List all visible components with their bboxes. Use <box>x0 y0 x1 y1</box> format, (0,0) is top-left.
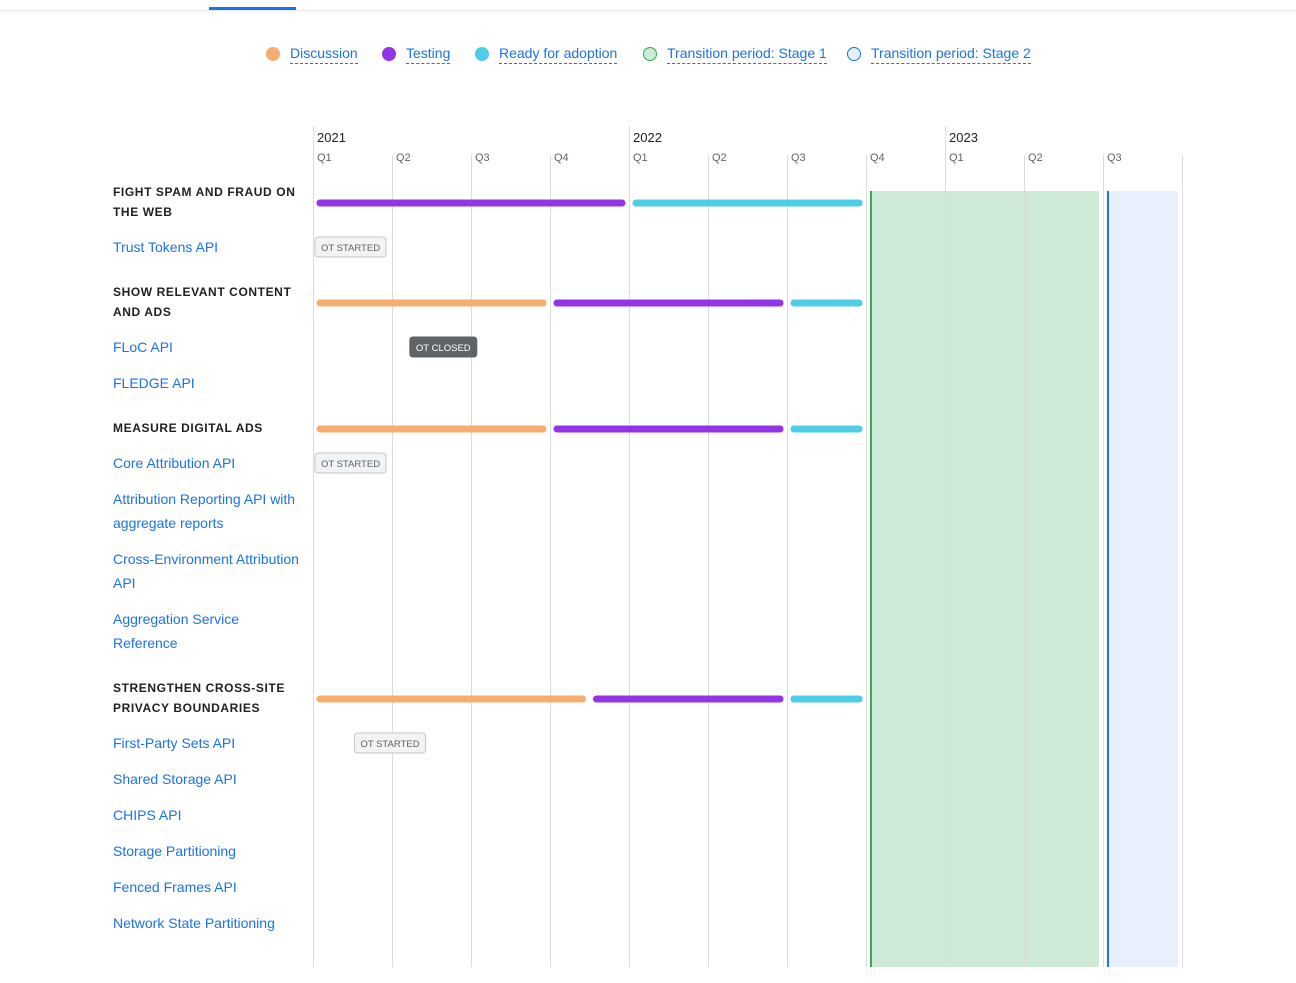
section-title-show-relevant-content: SHOW RELEVANT CONTENT AND ADS <box>113 285 292 319</box>
api-link-network-state-partitioning[interactable]: Network State Partitioning <box>113 915 275 931</box>
stage2-dot-icon <box>847 47 861 61</box>
section-title-fight-spam: FIGHT SPAM AND FRAUD ON THE WEB <box>113 185 296 219</box>
transition-period-2 <box>1106 191 1179 967</box>
api-link-chips[interactable]: CHIPS API <box>113 807 182 823</box>
active-tab-indicator <box>209 7 296 10</box>
legend-item-transition-stage-1[interactable]: Transition period: Stage 1 <box>643 42 827 66</box>
quarter-label: Q1 <box>317 152 332 164</box>
api-link-shared-storage[interactable]: Shared Storage API <box>113 771 237 787</box>
year-label: 2023 <box>949 130 978 145</box>
legend-label: Discussion <box>290 45 358 64</box>
discussion-dot-icon <box>266 47 280 61</box>
quarter-label: Q3 <box>1107 152 1122 164</box>
api-link-floc[interactable]: FLoC API <box>113 339 173 355</box>
transition-period-1 <box>869 191 1100 967</box>
milestone-badge <box>409 336 478 358</box>
legend: Discussion Testing Ready for adoption Tr… <box>0 42 1296 66</box>
section-title-cross-site-privacy: STRENGTHEN CROSS-SITE PRIVACY BOUNDARIES <box>113 681 285 715</box>
testing-dot-icon <box>382 47 396 61</box>
legend-item-discussion[interactable]: Discussion <box>266 42 358 66</box>
stage1-dot-icon <box>643 47 657 61</box>
legend-item-transition-stage-2[interactable]: Transition period: Stage 2 <box>847 42 1031 66</box>
section-title-measure-digital-ads: MEASURE DIGITAL ADS <box>113 421 263 435</box>
top-tab-bar <box>0 0 1296 11</box>
api-link-core-attribution[interactable]: Core Attribution API <box>113 455 236 471</box>
milestone-badge-label: OT STARTED <box>360 739 419 750</box>
milestone-badge <box>314 452 387 474</box>
milestone-badge-label: OT STARTED <box>321 243 380 254</box>
api-link-fledge[interactable]: FLEDGE API <box>113 375 195 391</box>
api-link-attribution-reporting[interactable]: Attribution Reporting API with aggregate… <box>113 491 296 531</box>
quarter-label: Q1 <box>949 152 964 164</box>
legend-label: Ready for adoption <box>499 45 618 64</box>
quarter-label: Q2 <box>712 152 727 164</box>
api-link-first-party-sets[interactable]: First-Party Sets API <box>113 735 236 751</box>
legend-label: Testing <box>406 45 451 64</box>
ready-dot-icon <box>475 47 489 61</box>
quarter-label: Q2 <box>1028 152 1043 164</box>
milestone-badge-label: OT STARTED <box>321 459 380 470</box>
api-link-aggregation-service[interactable]: Aggregation Service Reference <box>113 611 240 651</box>
legend-item-testing[interactable]: Testing <box>382 42 451 66</box>
quarter-label: Q4 <box>870 152 885 164</box>
quarter-label: Q1 <box>633 152 648 164</box>
year-label: 2021 <box>317 130 346 145</box>
api-link-trust-tokens[interactable]: Trust Tokens API <box>113 239 219 255</box>
legend-label: Transition period: Stage 1 <box>667 45 827 64</box>
legend-item-ready-for-adoption[interactable]: Ready for adoption <box>475 42 618 66</box>
quarter-label: Q3 <box>475 152 490 164</box>
quarter-label: Q4 <box>554 152 569 164</box>
quarter-label: Q2 <box>396 152 411 164</box>
legend-label: Transition period: Stage 2 <box>871 45 1031 64</box>
api-link-fenced-frames[interactable]: Fenced Frames API <box>113 879 237 895</box>
quarter-label: Q3 <box>791 152 806 164</box>
milestone-badge <box>354 732 426 754</box>
milestone-badge <box>314 236 387 258</box>
year-label: 2022 <box>633 130 662 145</box>
api-link-cross-environment-attribution[interactable]: Cross-Environment Attribution API <box>113 551 299 591</box>
api-link-storage-partitioning[interactable]: Storage Partitioning <box>113 843 236 859</box>
milestone-badge-label: OT CLOSED <box>416 343 471 354</box>
